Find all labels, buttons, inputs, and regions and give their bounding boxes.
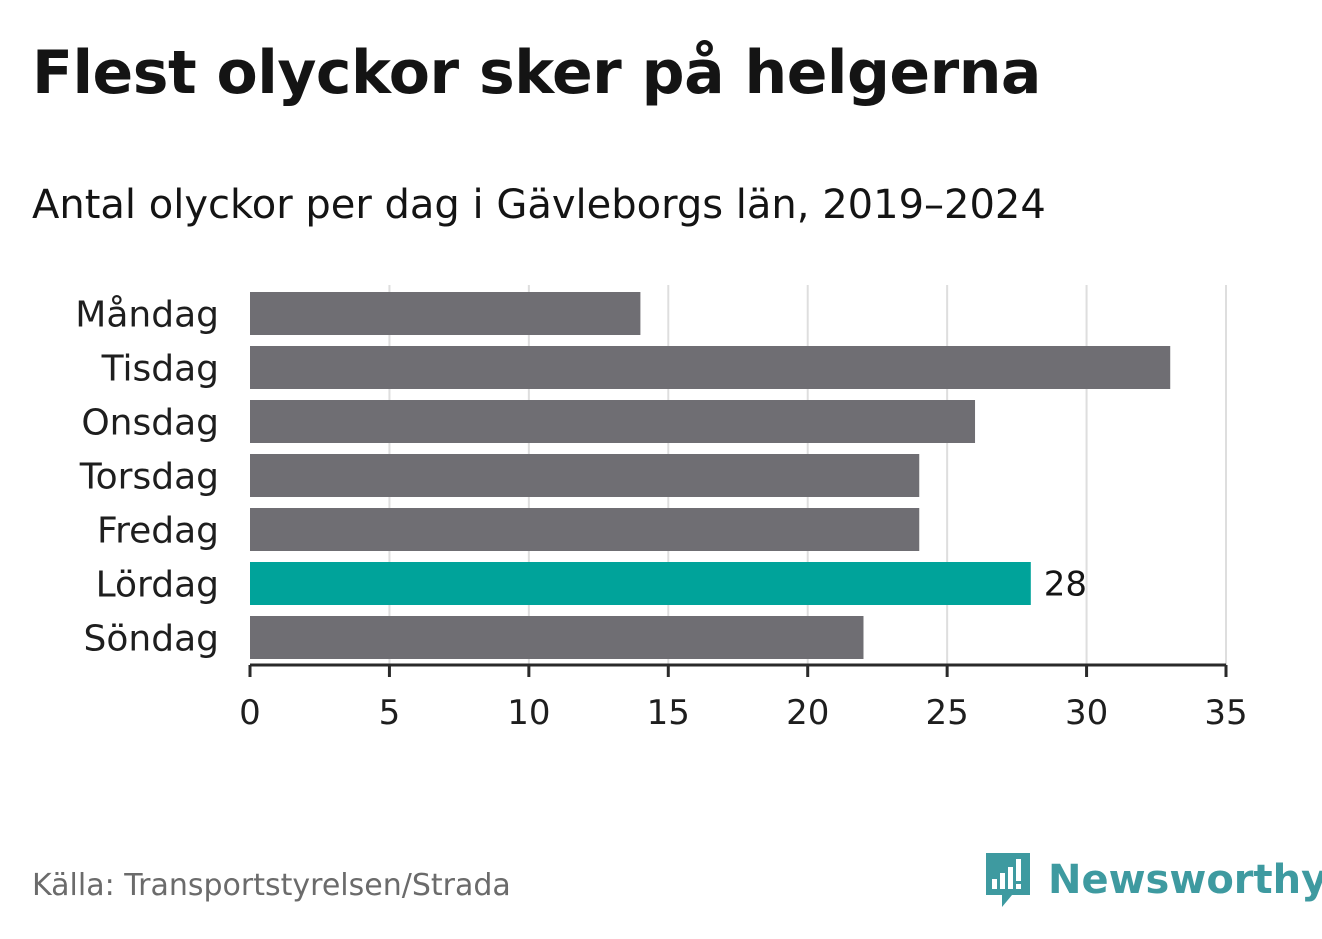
chart-subtitle: Antal olyckor per dag i Gävleborgs län, … (32, 182, 1046, 228)
bar (250, 616, 864, 659)
category-label: Onsdag (81, 403, 219, 444)
x-tick-label: 15 (647, 693, 690, 733)
x-tick-label: 25 (926, 693, 969, 733)
brand-name: Newsworthy (1048, 857, 1322, 903)
x-tick-label: 10 (507, 693, 550, 733)
x-tick-label: 0 (239, 693, 261, 733)
data-label: 28 (1044, 565, 1087, 605)
x-tick-label: 20 (786, 693, 829, 733)
brand-logo: Newsworthy (982, 848, 1322, 912)
bar (250, 346, 1171, 389)
x-tick-label: 35 (1204, 693, 1247, 733)
x-tick-label: 30 (1065, 693, 1108, 733)
bar (250, 454, 920, 497)
category-label: Söndag (84, 619, 219, 660)
category-label: Lördag (96, 565, 219, 606)
bar (250, 508, 920, 551)
category-label: Fredag (97, 511, 219, 552)
x-tick-label: 5 (379, 693, 401, 733)
category-label: Måndag (75, 295, 219, 336)
category-label: Tisdag (101, 349, 219, 390)
source-note: Källa: Transportstyrelsen/Strada (32, 868, 511, 903)
bar (250, 292, 641, 335)
bar (250, 562, 1031, 605)
category-label: Torsdag (79, 457, 219, 498)
bar (250, 400, 976, 443)
chart-title: Flest olyckor sker på helgerna (32, 38, 1041, 108)
newsworthy-logo-icon (986, 853, 1030, 907)
